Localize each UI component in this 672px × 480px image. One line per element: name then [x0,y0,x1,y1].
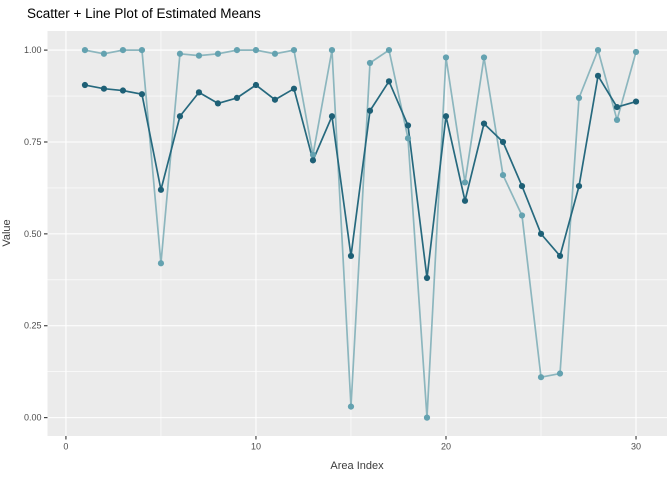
data-point-estimated-mean-light [442,54,450,61]
data-point-estimated-mean-dark [461,197,469,204]
data-point-estimated-mean-dark [385,78,393,85]
data-point-estimated-mean-light [499,171,507,179]
data-point-estimated-mean-dark [518,182,526,190]
data-point-estimated-mean-light [385,47,393,54]
y-axis-title: Value [1,219,13,247]
data-point-estimated-mean-light [347,403,355,410]
data-point-estimated-mean-light [252,47,260,54]
data-point-estimated-mean-light [328,47,336,54]
data-point-estimated-mean-dark [328,113,336,120]
series-line-estimated-mean-light [84,49,637,419]
x-tick-label: 30 [631,442,641,452]
data-point-estimated-mean-light [195,52,203,59]
data-point-estimated-mean-dark [404,122,412,129]
data-point-estimated-mean-dark [157,186,165,193]
data-point-estimated-mean-light [176,50,184,57]
data-point-estimated-mean-light [575,94,583,101]
data-point-estimated-mean-dark [271,96,279,103]
data-point-estimated-mean-dark [613,103,621,111]
data-point-estimated-mean-dark [594,72,602,79]
data-point-estimated-mean-dark [366,107,374,114]
data-point-estimated-mean-dark [100,85,108,92]
data-point-estimated-mean-dark [537,230,545,237]
data-point-estimated-mean-dark [309,157,317,164]
data-point-estimated-mean-light [518,212,526,219]
y-tick-label: 0.50 [24,229,42,239]
x-tick-label: 10 [251,442,261,452]
data-point-estimated-mean-dark [119,87,127,94]
data-point-estimated-mean-dark [480,120,488,127]
data-point-estimated-mean-light [594,47,602,54]
data-point-estimated-mean-light [100,50,108,57]
x-tick-label: 20 [441,442,451,452]
data-point-estimated-mean-light [556,370,564,377]
y-tick-label: 0.25 [24,321,42,331]
data-point-estimated-mean-dark [195,89,203,96]
data-point-estimated-mean-light [271,50,279,57]
data-point-estimated-mean-light [157,260,165,267]
data-point-estimated-mean-dark [556,252,564,260]
data-point-estimated-mean-light [233,47,241,54]
data-point-estimated-mean-light [366,59,374,67]
data-point-estimated-mean-dark [252,81,260,89]
data-point-estimated-mean-dark [575,182,583,190]
data-point-estimated-mean-light [613,116,621,124]
data-point-estimated-mean-dark [214,100,222,107]
data-point-estimated-mean-light [309,151,317,158]
x-axis-title: Area Index [330,460,384,472]
x-tick-label: 0 [63,442,68,452]
data-point-estimated-mean-dark [290,85,298,92]
data-point-estimated-mean-dark [632,98,640,105]
data-point-estimated-mean-light [290,47,298,54]
y-tick-label: 0.75 [24,137,42,147]
data-point-estimated-mean-dark [347,252,355,260]
data-point-estimated-mean-light [214,50,222,57]
data-point-estimated-mean-dark [233,94,241,101]
data-point-estimated-mean-light [81,47,89,54]
data-point-estimated-mean-dark [442,113,450,120]
data-point-estimated-mean-dark [176,113,184,120]
data-point-estimated-mean-dark [138,91,146,98]
series-line-estimated-mean-dark [84,74,637,279]
data-point-estimated-mean-dark [423,274,431,282]
data-point-estimated-mean-dark [499,138,507,146]
data-point-estimated-mean-light [138,47,146,54]
y-tick-label: 1.00 [24,45,42,55]
data-point-estimated-mean-light [537,374,545,381]
data-point-estimated-mean-light [404,135,412,142]
data-point-estimated-mean-light [119,47,127,54]
data-point-estimated-mean-dark [81,81,89,89]
chart-title: Scatter + Line Plot of Estimated Means [27,6,261,21]
data-point-estimated-mean-light [461,179,469,186]
y-tick-label: 0.00 [24,413,42,423]
data-point-estimated-mean-light [423,414,431,421]
data-point-estimated-mean-light [480,54,488,61]
data-point-estimated-mean-light [632,48,640,56]
